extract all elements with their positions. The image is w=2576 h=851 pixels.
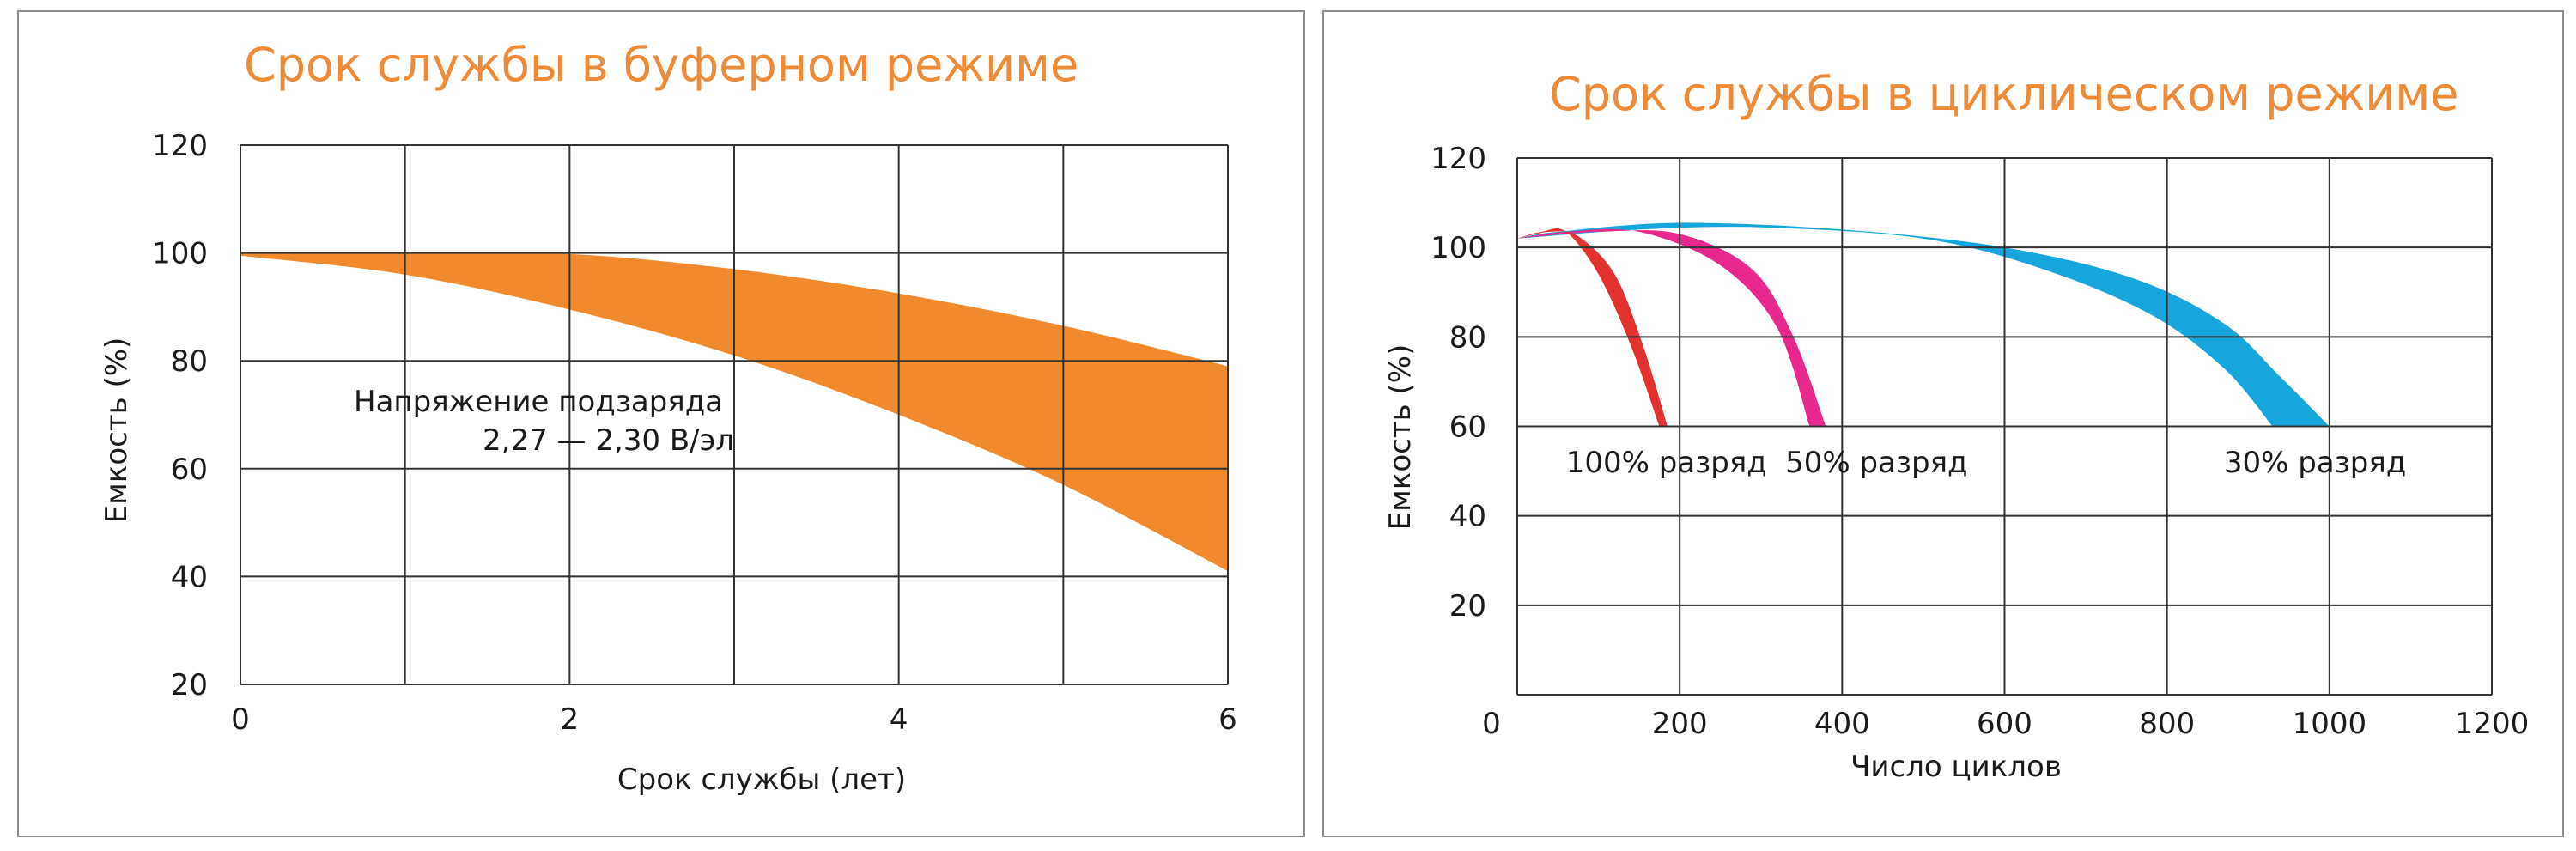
float-life-chart: 120 100 80 60 40 20 0 2 4 6 Емкость (%) Срок слу… bbox=[100, 129, 1237, 797]
chart-title: Срок службы в буферном режиме bbox=[244, 38, 1079, 92]
x-tick-label: 400 bbox=[1814, 707, 1870, 741]
y-axis-label: Емкость (%) bbox=[100, 337, 134, 524]
discharge-50-band bbox=[1517, 228, 1826, 427]
series-label: 30% разряд bbox=[2224, 446, 2406, 480]
discharge-100-band bbox=[1517, 228, 1668, 427]
x-tick-label: 1000 bbox=[2293, 707, 2367, 741]
y-tick-label: 60 bbox=[171, 453, 208, 487]
x-tick-label: 6 bbox=[1218, 702, 1237, 737]
series-label: 50% разряд bbox=[1785, 446, 1967, 480]
x-axis-label: Число циклов bbox=[1850, 750, 2062, 784]
chart-panel-cyclic: Срок службы в циклическом режиме 120 100 8… bbox=[1322, 10, 2564, 837]
chart-title: Срок службы в циклическом режиме bbox=[1549, 67, 2459, 121]
x-tick-label: 800 bbox=[2139, 707, 2195, 741]
y-axis-label: Емкость (%) bbox=[1383, 344, 1418, 531]
y-tick-label: 20 bbox=[171, 668, 208, 702]
y-tick-label: 80 bbox=[1449, 320, 1486, 355]
y-tick-label: 80 bbox=[171, 344, 208, 379]
y-tick-label: 60 bbox=[1449, 410, 1486, 445]
x-tick-label: 0 bbox=[1482, 707, 1501, 741]
x-tick-label: 600 bbox=[1977, 707, 2032, 741]
chart-panel-float: Срок службы в буферном режиме 120 100 80 60… bbox=[17, 10, 1305, 837]
annotation-line-2: 2,27 — 2,30 В/эл bbox=[483, 423, 734, 458]
y-tick-label: 20 bbox=[1449, 589, 1486, 623]
annotation-line-1: Напряжение подзаряда bbox=[354, 385, 723, 419]
y-tick-label: 100 bbox=[1431, 231, 1486, 265]
y-tick-label: 120 bbox=[1431, 142, 1486, 176]
x-tick-label: 0 bbox=[231, 702, 250, 737]
series-label: 100% разряд bbox=[1566, 446, 1767, 480]
y-tick-label: 100 bbox=[152, 237, 208, 271]
x-tick-label: 2 bbox=[561, 702, 580, 737]
cyclic-life-chart: 120 100 80 60 40 20 0 200 400 600 800 1000 1200 100… bbox=[1383, 142, 2530, 784]
x-tick-label: 1200 bbox=[2455, 707, 2530, 741]
y-tick-label: 40 bbox=[1449, 500, 1486, 534]
x-tick-label: 200 bbox=[1652, 707, 1708, 741]
y-tick-label: 120 bbox=[152, 129, 208, 163]
discharge-30-band bbox=[1517, 222, 2330, 427]
float-capacity-band bbox=[240, 252, 1228, 572]
x-tick-label: 4 bbox=[890, 702, 908, 737]
y-tick-label: 40 bbox=[171, 560, 208, 594]
x-axis-label: Срок службы (лет) bbox=[617, 763, 906, 797]
